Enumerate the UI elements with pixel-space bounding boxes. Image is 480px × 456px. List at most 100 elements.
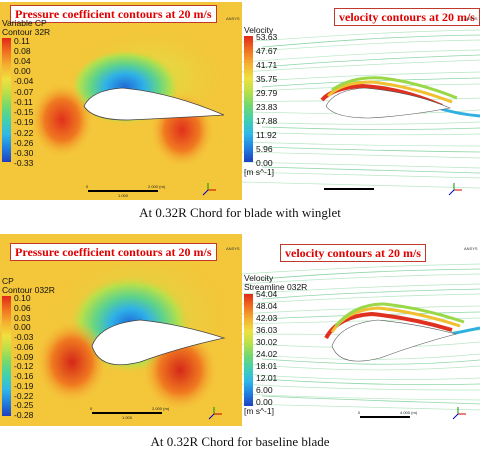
cp-legend-title-line2: Contour 32R (2, 27, 51, 37)
cp-title-winglet: Pressure coefficient contours at 20 m/s (10, 5, 217, 23)
scale-label: 2.000 (m) (148, 184, 166, 189)
cp-contour-plot-baseline (36, 244, 235, 412)
cp-contour-plot-winglet (30, 22, 235, 168)
velocity-legend-title-baseline: Velocity Streamline 032R (244, 274, 307, 292)
airfoil-shape (325, 87, 452, 119)
cp-tick: 0.11 (14, 36, 30, 46)
velocity-tick: 23.83 (256, 102, 278, 112)
cp-tick: 0.08 (14, 46, 31, 56)
cp-tick: 0.10 (14, 293, 31, 303)
scale-label: 2.000 (m) (152, 406, 170, 411)
caption-bottom: At 0.32R Chord for baseline blade (150, 434, 330, 449)
velocity-panel-baseline: velocity contours at 20 m/s Velocity Str… (242, 234, 480, 426)
velocity-tick: 6.00 (256, 385, 273, 395)
cp-tick: -0.16 (14, 371, 34, 381)
cp-contour-panel-baseline: Pressure coefficient contours at 20 m/s … (0, 234, 242, 426)
cp-tick: -0.03 (14, 332, 34, 342)
velocity-title-winglet: velocity contours at 20 m/s (334, 8, 480, 26)
velocity-unit-label: [m s^-1] (244, 167, 274, 177)
cp-tick: -0.07 (14, 87, 34, 97)
cp-tick: -0.11 (14, 97, 33, 107)
cp-tick: -0.26 (14, 138, 34, 148)
velocity-panel-winglet: velocity contours at 20 m/s Velocity 53.… (242, 2, 480, 200)
velocity-tick: 11.92 (256, 130, 277, 140)
velocity-tick: 29.79 (256, 88, 278, 98)
velocity-tick: 47.67 (256, 46, 278, 56)
cp-legend-title-line1: CP (2, 276, 14, 286)
caption-top: At 0.32R Chord for blade with winglet (139, 205, 341, 220)
cp-colorbar-winglet (2, 38, 11, 162)
velocity-tick: 54.04 (256, 289, 278, 299)
velocity-tick: 42.03 (256, 313, 278, 323)
ansys-logo: ANSYS (226, 16, 240, 21)
cp-tick: -0.33 (14, 158, 34, 168)
airfoil-shape (91, 319, 226, 366)
velocity-tick: 17.88 (256, 116, 278, 126)
cp-tick: -0.28 (14, 410, 34, 420)
velocity-tick: 30.02 (256, 337, 278, 347)
velocity-streamlines-winglet (242, 29, 480, 189)
velocity-title-baseline: velocity contours at 20 m/s (280, 244, 426, 262)
axis-triad-icon (202, 183, 216, 196)
cp-legend-title-winglet: Variable CP Contour 32R (2, 19, 50, 37)
velocity-tick: 48.04 (256, 301, 278, 311)
scale-bar (324, 188, 374, 190)
scale-label: 0 (86, 184, 89, 189)
velocity-tick: 0.00 (256, 397, 273, 407)
scale-label: 4.000 (m) (400, 410, 418, 415)
cp-title-baseline: Pressure coefficient contours at 20 m/s (10, 243, 217, 261)
ansys-logo: ANSYS (464, 246, 478, 251)
cp-tick: 0.00 (14, 322, 31, 332)
scale-label: 0 (358, 410, 361, 415)
cp-tick: 0.00 (14, 66, 31, 76)
cp-tick: 0.06 (14, 303, 31, 313)
cp-colorbar-baseline (2, 296, 11, 416)
cp-tick: -0.22 (14, 391, 34, 401)
velocity-colorbar-baseline (244, 294, 253, 406)
cp-tick: 0.03 (14, 313, 31, 323)
velocity-tick: 53.63 (256, 32, 278, 42)
cp-tick: -0.12 (14, 361, 34, 371)
cp-legend-title-baseline: CP Contour 032R (2, 277, 55, 295)
velocity-streamlines-baseline (242, 263, 480, 411)
velocity-tick: 35.75 (256, 74, 278, 84)
cp-tick: -0.19 (14, 381, 34, 391)
airfoil-shape (331, 319, 458, 362)
velocity-legend-title-line2: Streamline 032R (244, 282, 308, 292)
scale-bar (360, 416, 410, 418)
cp-tick: 0.04 (14, 56, 31, 66)
axis-triad-icon (448, 183, 462, 196)
cp-tick: -0.04 (14, 76, 34, 86)
velocity-tick: 41.71 (256, 60, 278, 70)
cp-tick: -0.22 (14, 128, 34, 138)
scale-label: 1.000 (122, 415, 133, 420)
velocity-tick: 12.01 (256, 373, 278, 383)
cp-contour-panel-winglet: Pressure coefficient contours at 20 m/s … (0, 2, 242, 200)
velocity-tick: 18.01 (256, 361, 278, 371)
velocity-colorbar-winglet (244, 36, 253, 162)
velocity-unit-label: [m s^-1] (244, 406, 274, 416)
ansys-logo: ANSYS (464, 16, 478, 21)
cp-tick: -0.06 (14, 342, 34, 352)
ansys-logo: ANSYS (226, 246, 240, 251)
velocity-tick: 24.02 (256, 349, 278, 359)
axis-triad-icon (208, 407, 222, 420)
velocity-tick: 5.96 (256, 144, 273, 154)
velocity-tick: 0.00 (256, 158, 273, 168)
cp-tick: -0.25 (14, 400, 34, 410)
airfoil-shape (83, 87, 225, 121)
axis-triad-icon (452, 407, 466, 420)
cp-tick: -0.19 (14, 117, 34, 127)
cp-tick: -0.09 (14, 352, 34, 362)
scale-label: 1.000 (118, 193, 129, 198)
cp-legend-title-line1: Variable CP (2, 18, 47, 28)
velocity-tick: 36.03 (256, 325, 278, 335)
scale-label: 0 (90, 406, 93, 411)
velocity-legend-title-line1: Velocity (244, 273, 274, 283)
cp-legend-title-line2: Contour 032R (2, 285, 55, 295)
cp-tick: -0.30 (14, 148, 34, 158)
scale-bar (88, 190, 158, 192)
cp-tick: -0.15 (14, 107, 34, 117)
velocity-legend-title-winglet: Velocity (244, 25, 274, 35)
scale-bar (92, 412, 162, 414)
